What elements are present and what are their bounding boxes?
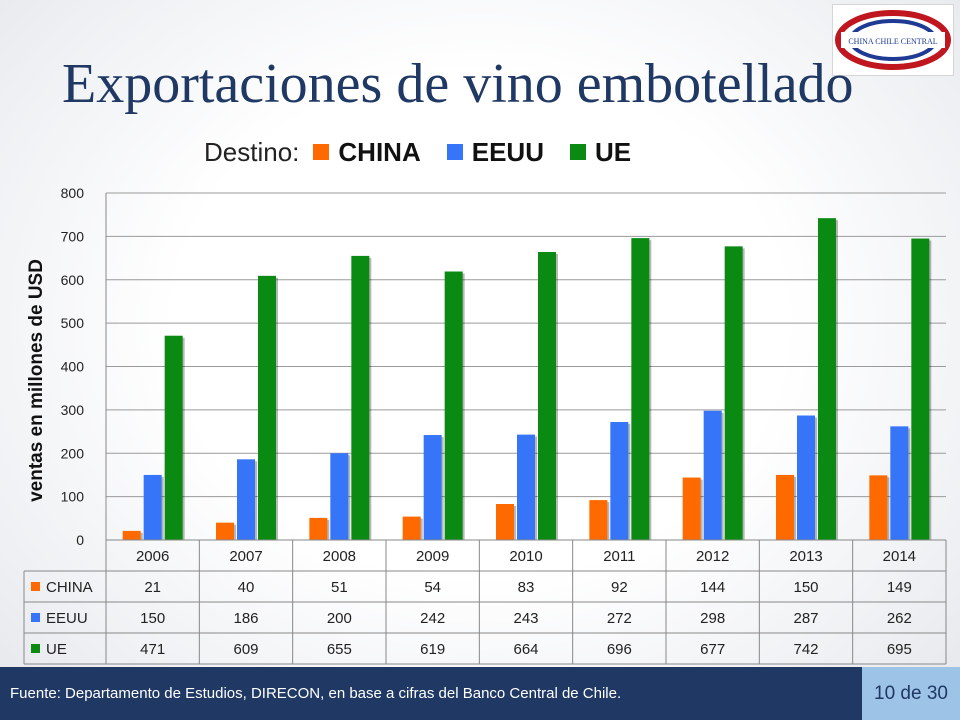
slide-title: Exportaciones de vino embotellado <box>62 53 854 115</box>
y-tick-label: 700 <box>61 228 85 244</box>
data-label-ue: 742 <box>793 641 818 658</box>
bar-eeuu <box>517 434 535 540</box>
bar-china <box>589 500 608 540</box>
data-label-ue: 655 <box>327 641 352 658</box>
bar-eeuu <box>143 474 162 540</box>
data-label-china: 150 <box>793 579 818 596</box>
legend-title: Destino: <box>204 136 300 167</box>
bar-china <box>122 530 141 540</box>
data-label-china: 144 <box>700 579 725 596</box>
data-label-china: 83 <box>518 579 535 596</box>
bar-ue <box>724 246 743 540</box>
data-label-eeuu: 262 <box>887 610 912 627</box>
category-label: 2014 <box>883 548 916 565</box>
category-label: 2006 <box>136 548 169 565</box>
data-label-china: 40 <box>238 579 255 596</box>
legend-label-eeuu: EEUU <box>471 136 544 167</box>
legend-label-ue: UE <box>594 136 632 167</box>
legend-label-china: CHINA <box>338 136 421 167</box>
y-tick-label: 400 <box>61 359 85 375</box>
bar-china <box>216 522 234 540</box>
bar-eeuu <box>610 422 629 540</box>
bar-ue <box>538 251 556 541</box>
bar-eeuu <box>797 415 815 540</box>
data-label-ue: 677 <box>700 641 725 658</box>
data-label-eeuu: 150 <box>140 610 165 627</box>
bar-ue <box>911 238 930 540</box>
bar-ue <box>444 271 463 540</box>
data-label-ue: 664 <box>513 641 538 658</box>
table-swatch-eeuu <box>31 613 40 622</box>
category-label: 2007 <box>229 548 262 565</box>
y-tick-label: 0 <box>76 532 84 548</box>
y-axis-label: ventas en millones de USD <box>26 259 47 502</box>
bar-china <box>776 474 794 540</box>
category-label: 2013 <box>789 548 822 565</box>
category-label: 2010 <box>509 548 542 565</box>
bar-eeuu <box>890 426 909 540</box>
data-label-eeuu: 242 <box>420 610 445 627</box>
bar-ue <box>818 218 836 540</box>
bar-china <box>496 503 514 540</box>
bar-eeuu <box>703 410 722 540</box>
data-label-eeuu: 243 <box>513 610 538 627</box>
data-label-ue: 696 <box>607 641 632 658</box>
category-label: 2012 <box>696 548 729 565</box>
bar-china <box>869 475 888 540</box>
y-tick-label: 800 <box>61 185 85 201</box>
legend-item-eeuu: EEUU <box>446 136 544 168</box>
data-label-eeuu: 186 <box>233 610 258 627</box>
bar-ue <box>258 275 276 540</box>
data-label-china: 54 <box>424 579 441 596</box>
data-label-ue: 471 <box>140 641 165 658</box>
category-label: 2009 <box>416 548 449 565</box>
page-number: 10 de 30 <box>862 667 960 720</box>
bar-eeuu <box>423 435 442 540</box>
chart-legend: Destino: CHINA EEUU UE <box>204 134 657 170</box>
table-series-label: EEUU <box>46 610 88 627</box>
data-label-eeuu: 272 <box>607 610 632 627</box>
y-tick-label: 100 <box>61 489 85 505</box>
legend-item-china: CHINA <box>313 136 421 168</box>
y-tick-label: 200 <box>61 445 85 461</box>
bar-eeuu <box>237 459 255 540</box>
data-label-china: 51 <box>331 579 348 596</box>
footer-source: Fuente: Departamento de Estudios, DIRECO… <box>0 667 862 720</box>
data-label-china: 92 <box>611 579 628 596</box>
y-tick-label: 500 <box>61 315 85 331</box>
bar-eeuu <box>330 453 349 540</box>
bar-chart: 0 100 200 300 400 500 600 700 800 ventas en millo… <box>23 185 947 665</box>
table-swatch-ue <box>31 644 40 653</box>
bar-china <box>682 477 701 540</box>
table-swatch-china <box>31 582 40 591</box>
data-label-eeuu: 287 <box>793 610 818 627</box>
data-label-china: 21 <box>144 579 161 596</box>
bar-ue <box>631 238 650 541</box>
legend-swatch-ue <box>569 144 586 160</box>
data-label-eeuu: 298 <box>700 610 725 627</box>
category-label: 2008 <box>323 548 356 565</box>
logo-text: CHINA CHILE CENTRAL <box>848 37 937 46</box>
legend-swatch-china <box>313 144 330 160</box>
legend-item-ue: UE <box>569 136 632 168</box>
legend-swatch-eeuu <box>446 144 463 160</box>
logo-emblem: CHINA CHILE CENTRAL <box>835 10 951 70</box>
table-series-label: UE <box>46 641 67 658</box>
bar-ue <box>164 335 183 540</box>
data-label-ue: 609 <box>233 641 258 658</box>
bar-ue <box>351 255 370 541</box>
data-label-ue: 619 <box>420 641 445 658</box>
data-label-ue: 695 <box>887 641 912 658</box>
china-chile-central-logo: CHINA CHILE CENTRAL <box>832 4 954 76</box>
y-tick-label: 300 <box>61 402 85 418</box>
y-tick-label: 600 <box>61 272 85 288</box>
bar-china <box>309 517 328 540</box>
data-label-china: 149 <box>887 579 912 596</box>
table-series-label: CHINA <box>46 579 93 596</box>
data-label-eeuu: 200 <box>327 610 352 627</box>
category-label: 2011 <box>603 548 635 565</box>
bar-china <box>402 516 421 540</box>
